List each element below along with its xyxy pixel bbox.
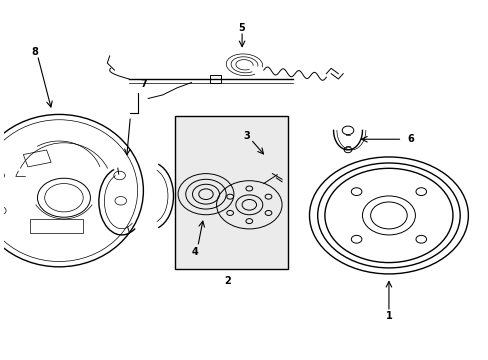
Text: 7: 7: [140, 79, 146, 89]
Text: 1: 1: [385, 311, 391, 321]
Text: 8: 8: [32, 47, 39, 57]
Text: 3: 3: [243, 131, 250, 141]
Text: 4: 4: [192, 247, 198, 257]
Text: 6: 6: [407, 134, 413, 144]
Text: 2: 2: [224, 276, 230, 286]
Text: 5: 5: [238, 23, 245, 33]
Bar: [209, 75, 221, 83]
Bar: [30, 219, 83, 233]
Bar: [174, 116, 287, 269]
Bar: [23, 150, 51, 167]
